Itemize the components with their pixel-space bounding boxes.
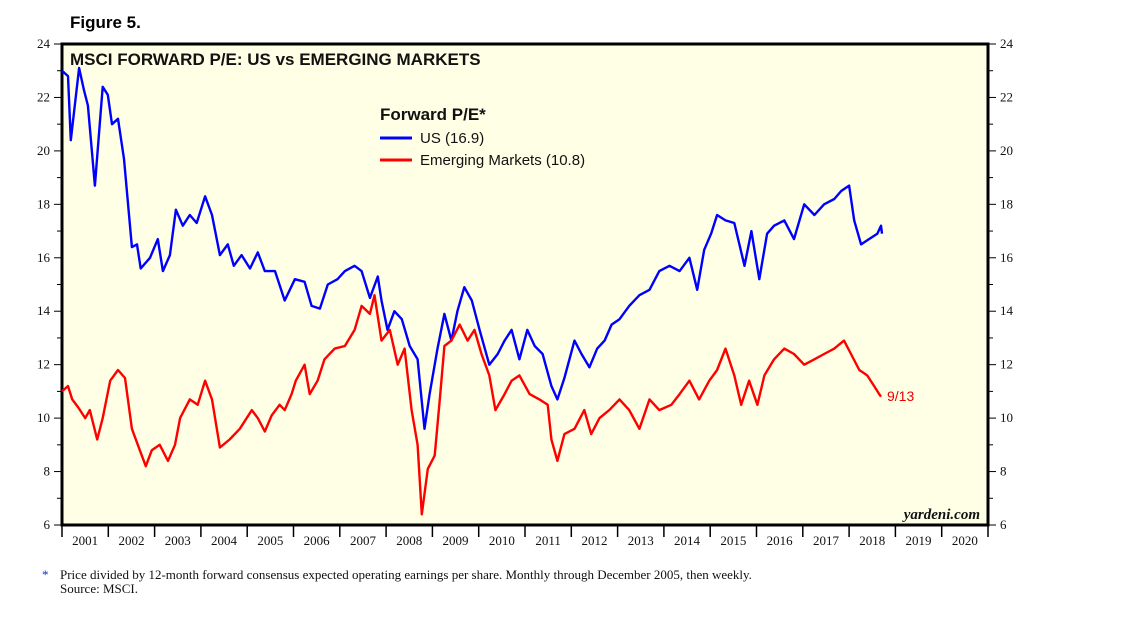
x-tick-label: 2010 — [489, 533, 515, 548]
legend-title: Forward P/E* — [380, 105, 486, 124]
x-tick-label: 2013 — [628, 533, 654, 548]
x-tick-label: 2017 — [813, 533, 840, 548]
legend-label-us: US (16.9) — [420, 130, 484, 147]
y-tick-label-left: 12 — [37, 357, 50, 372]
x-tick-label: 2006 — [304, 533, 331, 548]
plot-area — [60, 42, 990, 527]
x-tick-label: 2019 — [906, 533, 932, 548]
footnote-star: * — [42, 567, 49, 582]
y-tick-label-left: 22 — [37, 89, 50, 104]
y-tick-label-right: 24 — [1000, 36, 1014, 51]
end-date-label: 9/13 — [887, 388, 914, 404]
x-tick-label: 2020 — [952, 533, 978, 548]
y-tick-label-right: 22 — [1000, 89, 1013, 104]
x-tick-label: 2008 — [396, 533, 422, 548]
y-tick-label-right: 18 — [1000, 196, 1013, 211]
x-tick-label: 2001 — [72, 533, 98, 548]
y-tick-label-right: 8 — [1000, 464, 1007, 479]
x-tick-label: 2002 — [118, 533, 144, 548]
chart-title: MSCI FORWARD P/E: US vs EMERGING MARKETS — [70, 50, 481, 69]
legend-label-em: Emerging Markets (10.8) — [420, 152, 585, 169]
y-tick-label-left: 8 — [44, 464, 51, 479]
x-tick-label: 2007 — [350, 533, 377, 548]
y-tick-label-right: 6 — [1000, 517, 1007, 532]
y-tick-label-left: 20 — [37, 143, 50, 158]
x-tick-label: 2005 — [257, 533, 283, 548]
em-pe-line — [61, 294, 882, 516]
y-tick-label-right: 10 — [1000, 410, 1013, 425]
x-tick-label: 2012 — [581, 533, 607, 548]
x-tick-label: 2015 — [720, 533, 746, 548]
y-tick-label-left: 16 — [37, 250, 51, 265]
x-tick-label: 2003 — [165, 533, 191, 548]
y-tick-label-left: 10 — [37, 410, 50, 425]
x-tick-label: 2009 — [443, 533, 469, 548]
y-tick-label-left: 6 — [44, 517, 51, 532]
series-lines — [61, 66, 884, 516]
x-tick-label: 2004 — [211, 533, 238, 548]
y-tick-label-right: 20 — [1000, 143, 1013, 158]
footnote-source: Source: MSCI. — [60, 581, 138, 596]
y-tick-label-left: 14 — [37, 303, 51, 318]
figure-label: Figure 5. — [70, 13, 141, 32]
y-tick-label-right: 14 — [1000, 303, 1014, 318]
y-tick-label-right: 16 — [1000, 250, 1014, 265]
y-tick-label-left: 24 — [37, 36, 51, 51]
x-tick-label: 2016 — [767, 533, 794, 548]
x-tick-label: 2014 — [674, 533, 701, 548]
x-tick-label: 2011 — [535, 533, 561, 548]
watermark: yardeni.com — [902, 507, 980, 523]
footnote-line1: Price divided by 12-month forward consen… — [60, 567, 752, 582]
y-tick-label-left: 18 — [37, 196, 50, 211]
x-tick-label: 2018 — [859, 533, 885, 548]
y-tick-label-right: 12 — [1000, 357, 1013, 372]
us-pe-line — [61, 66, 884, 430]
